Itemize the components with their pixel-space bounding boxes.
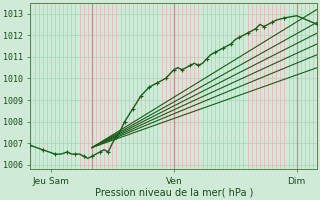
X-axis label: Pression niveau de la mer( hPa ): Pression niveau de la mer( hPa ) — [95, 187, 253, 197]
